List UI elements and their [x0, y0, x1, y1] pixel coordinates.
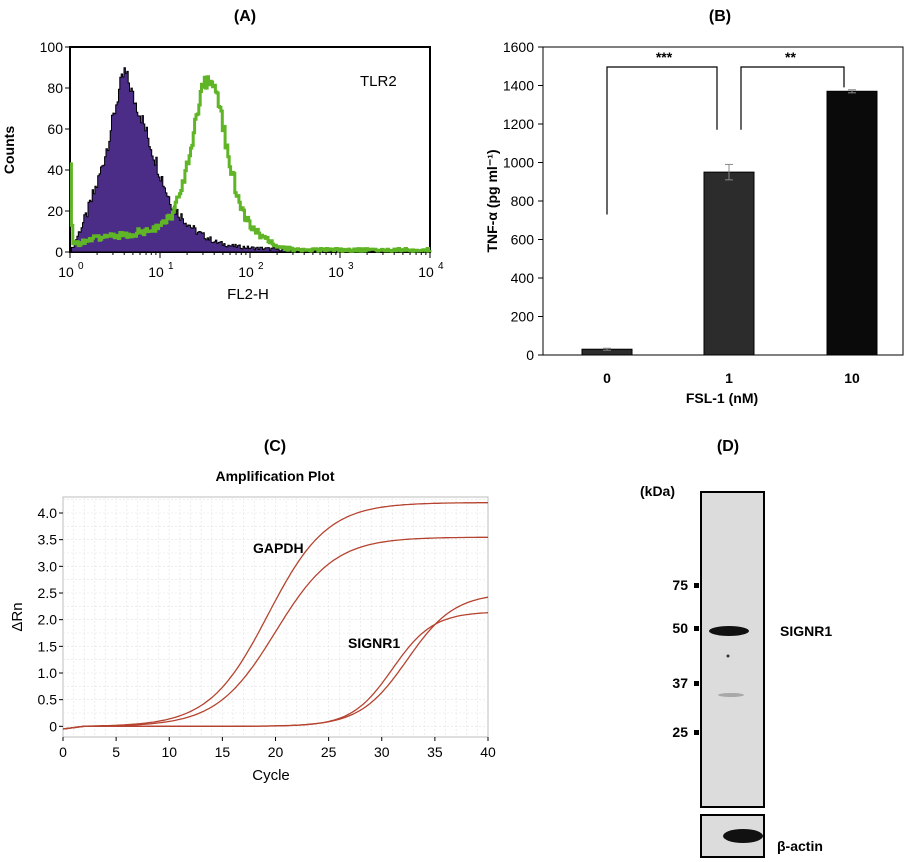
c-ytick-label: 3.5	[38, 532, 58, 548]
amplification-curve-signr1	[62, 612, 489, 730]
band-label-signr1: SIGNR1	[780, 623, 832, 639]
panel-a-xlabel: FL2-H	[227, 286, 269, 303]
a-ytick-label: 80	[47, 80, 63, 96]
b-ytick-label: 1600	[503, 39, 534, 55]
b-xtick-label: 0	[603, 370, 611, 386]
c-xtick-label: 0	[59, 744, 67, 760]
a-ytick-label: 100	[40, 39, 64, 55]
c-xtick-label: 20	[268, 744, 284, 760]
significance-label-1-10: **	[785, 49, 796, 65]
b-ytick-label: 1400	[503, 78, 534, 94]
marker-tick-25	[694, 730, 699, 735]
blot-speck	[726, 654, 730, 658]
panel-b-ylabel: TNF-α (pg ml⁻¹)	[484, 149, 500, 252]
band-beta-actin	[723, 829, 763, 843]
significance-bracket-0-1	[606, 66, 718, 215]
a-xtick-exponent: 3	[348, 261, 354, 272]
a-xtick-exponent: 2	[258, 261, 264, 272]
marker-tick-50	[694, 626, 699, 631]
c-xtick-label: 10	[161, 744, 177, 760]
a-xtick-label: 10	[58, 264, 74, 280]
blot-membrane-main	[700, 491, 765, 808]
b-ytick-label: 400	[511, 270, 535, 286]
panel-c-annotation-gapdh: GAPDH	[253, 540, 304, 556]
b-xtick-label: 1	[725, 370, 733, 386]
panel-b-letter: (B)	[709, 8, 731, 25]
significance-label-0-1: ***	[656, 49, 673, 65]
a-xtick-label: 10	[328, 264, 344, 280]
c-ytick-label: 4.0	[38, 505, 58, 521]
a-xtick-label: 10	[418, 264, 434, 280]
b-ytick-label: 1000	[503, 155, 534, 171]
panel-a-ylabel: Counts	[1, 126, 17, 174]
a-xtick-exponent: 1	[168, 261, 174, 272]
panel-b: (B) *** ** 02004006008001000120014001600 …	[484, 8, 904, 406]
significance-bracket-1-10	[740, 66, 845, 130]
panel-a-annotation: TLR2	[360, 73, 397, 90]
marker-label-75: 75	[672, 577, 688, 593]
band-faint	[718, 693, 744, 697]
panel-a-letter: (A)	[234, 8, 256, 25]
panel-c: (C) Amplification Plot 0 0.5 1.0 1.5 2.0 2.5 3…	[9, 438, 496, 784]
panel-c-ylabel: ΔRn	[9, 602, 26, 631]
band-signr1	[709, 626, 749, 636]
c-xtick-label: 30	[374, 744, 390, 760]
b-ytick-label: 800	[511, 193, 535, 209]
c-ytick-label: 3.0	[38, 558, 58, 574]
amplification-curve-gapdh	[62, 502, 488, 730]
blot-unit-label: (kDa)	[640, 483, 675, 499]
marker-tick-75	[694, 583, 699, 588]
amplification-curve-gapdh	[62, 536, 488, 730]
c-ytick-label: 0	[49, 718, 57, 734]
b-ytick-label: 600	[511, 232, 535, 248]
c-xtick-label: 40	[480, 744, 496, 760]
panel-b-xlabel: FSL-1 (nM)	[686, 390, 758, 406]
bar-fsl1-1nM	[703, 171, 755, 356]
band-label-beta-actin: β-actin	[777, 838, 823, 854]
marker-label-37: 37	[672, 675, 688, 691]
c-xtick-label: 25	[321, 744, 337, 760]
c-ytick-label: 2.0	[38, 612, 58, 628]
a-xtick-exponent: 4	[438, 261, 444, 272]
panel-c-xlabel: Cycle	[252, 767, 290, 784]
b-xtick-label: 10	[844, 370, 860, 386]
c-xtick-label: 35	[427, 744, 443, 760]
panel-c-annotation-signr1: SIGNR1	[348, 635, 400, 651]
marker-label-25: 25	[672, 724, 688, 740]
marker-label-50: 50	[672, 620, 688, 636]
a-ytick-label: 0	[55, 244, 63, 260]
c-ytick-label: 1.0	[38, 665, 58, 681]
c-xtick-label: 15	[215, 744, 231, 760]
b-ytick-label: 200	[511, 309, 535, 325]
c-xtick-label: 5	[112, 744, 120, 760]
panel-d: (D) (kDa) 75 50 37 25 SIGNR1 β-actin	[640, 438, 832, 858]
c-ytick-label: 1.5	[38, 638, 58, 654]
c-ytick-label: 0.5	[38, 692, 58, 708]
b-ytick-label: 1200	[503, 116, 534, 132]
a-xtick-label: 10	[238, 264, 254, 280]
a-ytick-label: 40	[47, 162, 63, 178]
marker-tick-37	[694, 681, 699, 686]
a-ytick-label: 60	[47, 121, 63, 137]
a-xtick-label: 10	[148, 264, 164, 280]
histogram-tlr2	[69, 75, 432, 253]
a-xtick-exponent: 0	[78, 261, 84, 272]
a-ytick-label: 20	[47, 203, 63, 219]
panel-c-title: Amplification Plot	[216, 468, 335, 484]
panel-d-letter: (D)	[717, 438, 739, 455]
panel-c-letter: (C)	[264, 438, 286, 455]
c-ytick-label: 2.5	[38, 585, 58, 601]
bar-fsl1-10nM	[826, 90, 878, 356]
b-ytick-label: 0	[526, 347, 534, 363]
